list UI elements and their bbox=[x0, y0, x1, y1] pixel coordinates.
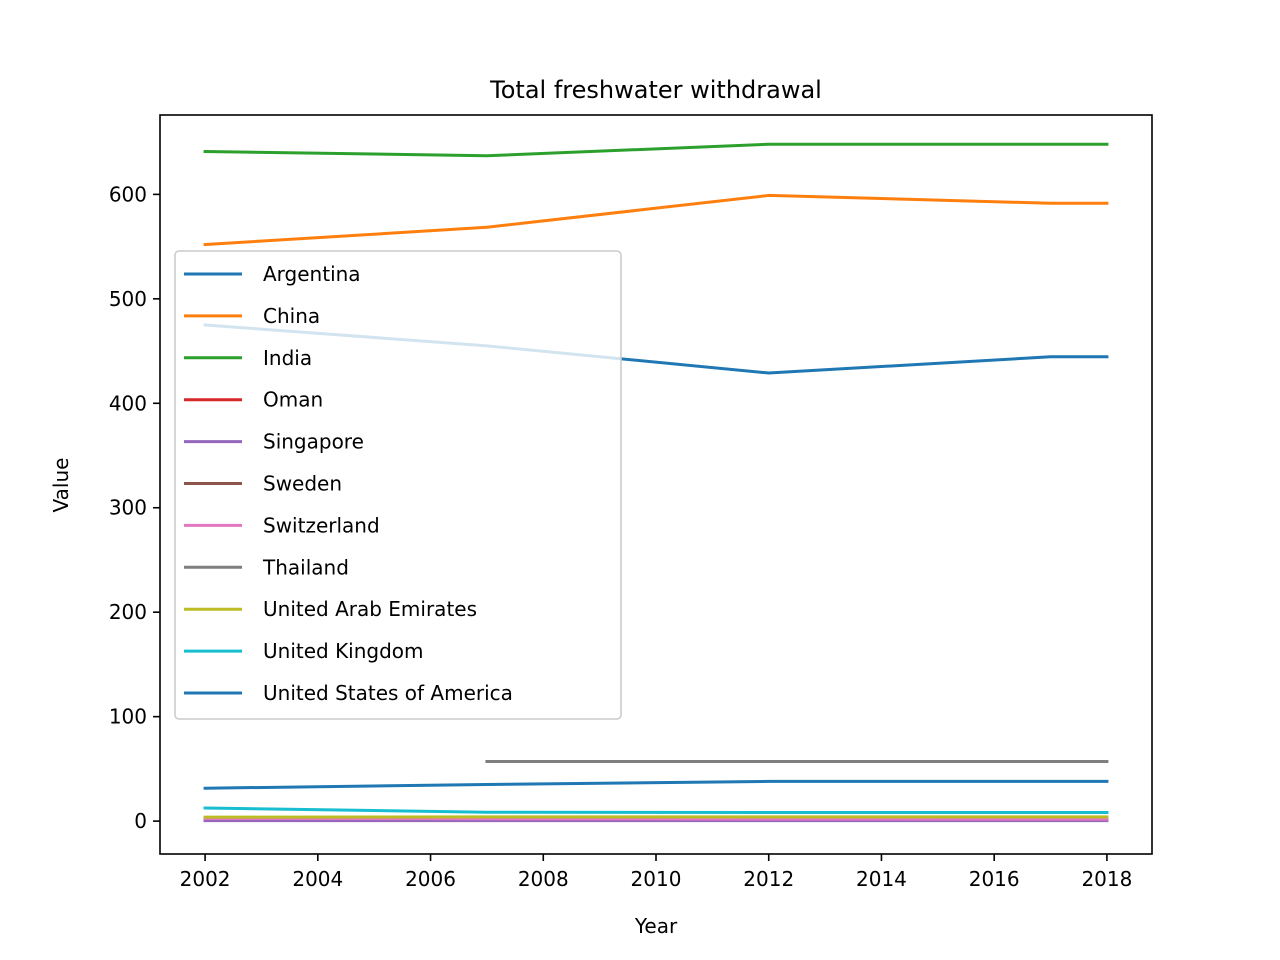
y-tick-label: 400 bbox=[109, 391, 147, 415]
x-tick-label: 2008 bbox=[518, 867, 569, 891]
x-axis-ticks: 2002 2004 2006 2008 2010 2012 2014 2016 2018 bbox=[180, 854, 1132, 891]
series-lines bbox=[203, 142, 1109, 823]
y-axis-label: Value bbox=[49, 458, 73, 513]
chart-title: Total freshwater withdrawal bbox=[489, 76, 822, 104]
y-axis-ticks: 0 100 200 300 400 500 600 bbox=[109, 182, 160, 833]
y-tick-label: 0 bbox=[134, 809, 147, 833]
x-tick-label: 2010 bbox=[631, 867, 682, 891]
y-tick-label: 200 bbox=[109, 600, 147, 624]
legend-items: Argentina China India Oman Singapore Sweden Sw… bbox=[184, 262, 513, 705]
legend-label-singapore: Singapore bbox=[263, 430, 364, 454]
legend-label-oman: Oman bbox=[263, 388, 323, 412]
legend-label-argentina: Argentina bbox=[263, 262, 361, 286]
x-tick-label: 2004 bbox=[292, 867, 343, 891]
series-line-united-kingdom bbox=[203, 806, 1109, 815]
x-axis-label: Year bbox=[634, 914, 678, 938]
legend-label-united-arab-emirates: United Arab Emirates bbox=[263, 597, 477, 621]
legend-label-india: India bbox=[263, 346, 312, 370]
x-tick-label: 2014 bbox=[856, 867, 907, 891]
y-tick-label: 500 bbox=[109, 287, 147, 311]
legend-label-switzerland: Switzerland bbox=[263, 513, 380, 537]
legend-label-united-states-of-america: United States of America bbox=[263, 681, 513, 705]
y-tick-label: 300 bbox=[109, 496, 147, 520]
y-tick-label: 600 bbox=[109, 182, 147, 206]
x-tick-label: 2018 bbox=[1081, 867, 1132, 891]
legend-label-united-kingdom: United Kingdom bbox=[263, 639, 424, 663]
series-line-india bbox=[203, 142, 1109, 158]
series-line-united-states-of-america bbox=[203, 779, 1109, 790]
series-line-china bbox=[203, 193, 1109, 247]
x-tick-label: 2006 bbox=[405, 867, 456, 891]
y-tick-label: 100 bbox=[109, 705, 147, 729]
x-tick-label: 2016 bbox=[969, 867, 1020, 891]
legend-label-thailand: Thailand bbox=[262, 555, 349, 579]
series-line-switzerland bbox=[203, 816, 1109, 821]
legend-box bbox=[174, 250, 622, 720]
x-tick-label: 2012 bbox=[743, 867, 794, 891]
x-tick-label: 2002 bbox=[180, 867, 231, 891]
legend: Argentina China India Oman Singapore Sweden Sw… bbox=[174, 250, 622, 720]
legend-label-sweden: Sweden bbox=[263, 472, 342, 496]
legend-label-china: China bbox=[263, 304, 320, 328]
